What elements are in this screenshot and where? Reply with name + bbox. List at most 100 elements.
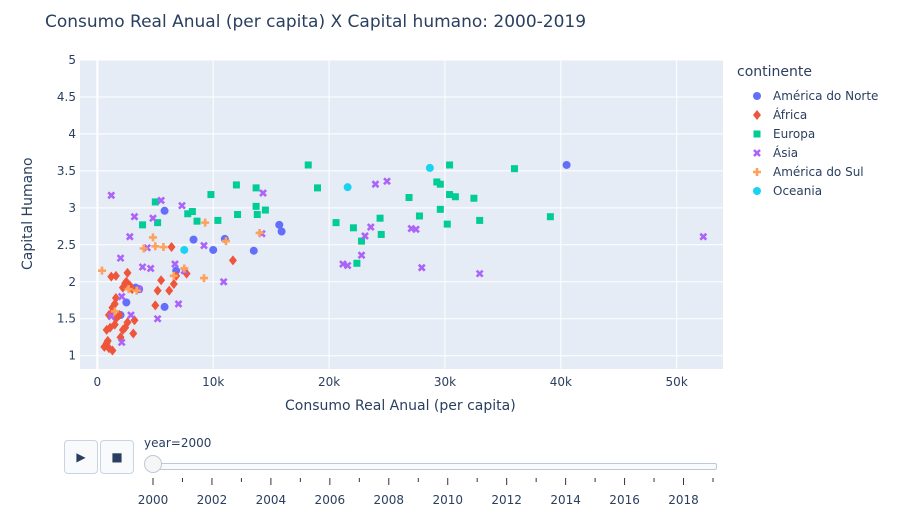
slider-tick-label[interactable]: 2004: [255, 493, 287, 507]
slider-tick-label[interactable]: 2006: [314, 493, 346, 507]
data-point-europa[interactable]: [234, 211, 242, 218]
data-point--frica[interactable]: [111, 270, 120, 281]
data-point--sia[interactable]: [200, 241, 208, 250]
data-point-am-rica-do-norte[interactable]: [249, 246, 258, 255]
data-point--sia[interactable]: [149, 214, 157, 223]
data-point--sia[interactable]: [412, 225, 420, 234]
data-point-europa[interactable]: [470, 194, 478, 202]
data-point-europa[interactable]: [214, 216, 222, 224]
data-point-am-rica-do-sul[interactable]: [139, 244, 148, 253]
slider-tick-label[interactable]: 2008: [373, 493, 405, 507]
data-point--frica[interactable]: [123, 317, 132, 328]
stop-button[interactable]: ■: [100, 440, 134, 474]
data-point-europa[interactable]: [184, 210, 192, 218]
data-point-am-rica-do-sul[interactable]: [169, 271, 178, 280]
legend-marker[interactable]: [753, 148, 761, 157]
legend-item[interactable]: América do Norte: [737, 86, 878, 105]
data-point-am-rica-do-norte[interactable]: [160, 206, 169, 215]
data-point-europa[interactable]: [436, 205, 444, 213]
slider-tick-label[interactable]: 2010: [432, 493, 464, 507]
data-point-europa[interactable]: [193, 217, 201, 225]
data-point--sia[interactable]: [127, 311, 135, 319]
legend-item[interactable]: Oceania: [737, 181, 878, 200]
data-point-europa[interactable]: [451, 193, 459, 201]
data-point-am-rica-do-norte[interactable]: [277, 227, 286, 236]
data-point-oceania[interactable]: [343, 183, 352, 192]
data-point-am-rica-do-sul[interactable]: [98, 266, 107, 275]
data-point--sia[interactable]: [219, 277, 228, 286]
data-point--frica[interactable]: [228, 255, 237, 266]
data-point-europa[interactable]: [446, 191, 454, 199]
data-point--sia[interactable]: [146, 264, 155, 273]
data-point-europa[interactable]: [252, 202, 260, 210]
legend-marker[interactable]: [753, 167, 761, 176]
data-point-oceania[interactable]: [425, 163, 434, 172]
data-point--frica[interactable]: [122, 276, 131, 287]
data-point-europa[interactable]: [510, 165, 518, 173]
data-point-europa[interactable]: [376, 214, 384, 222]
data-point-oceania[interactable]: [180, 245, 189, 254]
data-point-europa[interactable]: [546, 213, 554, 221]
data-point--frica[interactable]: [107, 271, 116, 282]
data-point--sia[interactable]: [259, 189, 267, 197]
data-point-europa[interactable]: [151, 198, 159, 206]
data-point--sia[interactable]: [117, 338, 126, 347]
data-point-am-rica-do-sul[interactable]: [199, 274, 208, 283]
data-point--sia[interactable]: [417, 263, 426, 272]
data-point--frica[interactable]: [129, 328, 138, 339]
data-point-europa[interactable]: [253, 211, 261, 218]
data-point-am-rica-do-sul[interactable]: [221, 237, 230, 246]
data-point-europa[interactable]: [377, 230, 385, 238]
data-point-am-rica-do-norte[interactable]: [189, 235, 198, 244]
data-point--sia[interactable]: [157, 196, 166, 205]
slider-tick-label[interactable]: 2014: [550, 493, 581, 507]
data-point-am-rica-do-sul[interactable]: [201, 218, 210, 227]
data-point--sia[interactable]: [383, 177, 391, 186]
play-button[interactable]: ▶: [64, 440, 98, 474]
data-point-am-rica-do-norte[interactable]: [562, 160, 571, 169]
data-point--sia[interactable]: [117, 292, 126, 301]
data-point-am-rica-do-norte[interactable]: [275, 220, 284, 229]
data-point-europa[interactable]: [252, 184, 260, 192]
slider-tick-label[interactable]: 2000: [137, 493, 169, 507]
data-point-europa[interactable]: [415, 212, 423, 220]
data-point--frica[interactable]: [167, 242, 176, 253]
legend-item[interactable]: Europa: [737, 124, 878, 143]
data-point--sia[interactable]: [475, 269, 484, 278]
legend-item[interactable]: América do Sul: [737, 162, 878, 181]
data-point-europa[interactable]: [314, 184, 322, 192]
data-point--sia[interactable]: [107, 312, 116, 321]
data-point-europa[interactable]: [188, 208, 196, 216]
legend-item[interactable]: África: [737, 105, 878, 124]
slider-tick-label[interactable]: 2002: [196, 493, 228, 507]
data-point--sia[interactable]: [357, 251, 366, 260]
slider-tick-label[interactable]: 2016: [609, 493, 640, 507]
legend-item[interactable]: Ásia: [737, 143, 878, 162]
data-point-am-rica-do-norte[interactable]: [160, 302, 169, 311]
data-point--sia[interactable]: [343, 261, 352, 270]
data-point--sia[interactable]: [125, 232, 134, 241]
data-point-am-rica-do-norte[interactable]: [122, 298, 131, 307]
scatter-plot[interactable]: 0 10k 20k 30k 40k 50k 1 1.5 2 2.5 3 3.5 4 4.5 5: [0, 0, 900, 430]
data-point-europa[interactable]: [476, 216, 484, 224]
data-point--frica[interactable]: [169, 278, 178, 289]
data-point-europa[interactable]: [443, 220, 451, 228]
data-point-am-rica-do-sul[interactable]: [180, 264, 189, 273]
data-point--frica[interactable]: [103, 335, 112, 346]
data-point-europa[interactable]: [261, 206, 269, 214]
year-slider-handle[interactable]: [144, 455, 162, 473]
data-point-europa[interactable]: [349, 224, 357, 232]
data-point--frica[interactable]: [111, 293, 120, 304]
data-point-europa[interactable]: [139, 221, 147, 229]
data-point--frica[interactable]: [165, 285, 174, 296]
data-point--sia[interactable]: [153, 314, 162, 323]
data-point--frica[interactable]: [151, 300, 160, 311]
data-point-europa[interactable]: [154, 219, 162, 227]
data-point--sia[interactable]: [116, 254, 125, 263]
data-point-europa[interactable]: [232, 181, 240, 189]
slider-tick-label[interactable]: 2018: [668, 493, 699, 507]
data-point--frica[interactable]: [108, 345, 117, 356]
legend-marker[interactable]: [753, 130, 761, 137]
data-point-am-rica-do-sul[interactable]: [148, 233, 157, 242]
data-point--frica[interactable]: [157, 275, 166, 286]
